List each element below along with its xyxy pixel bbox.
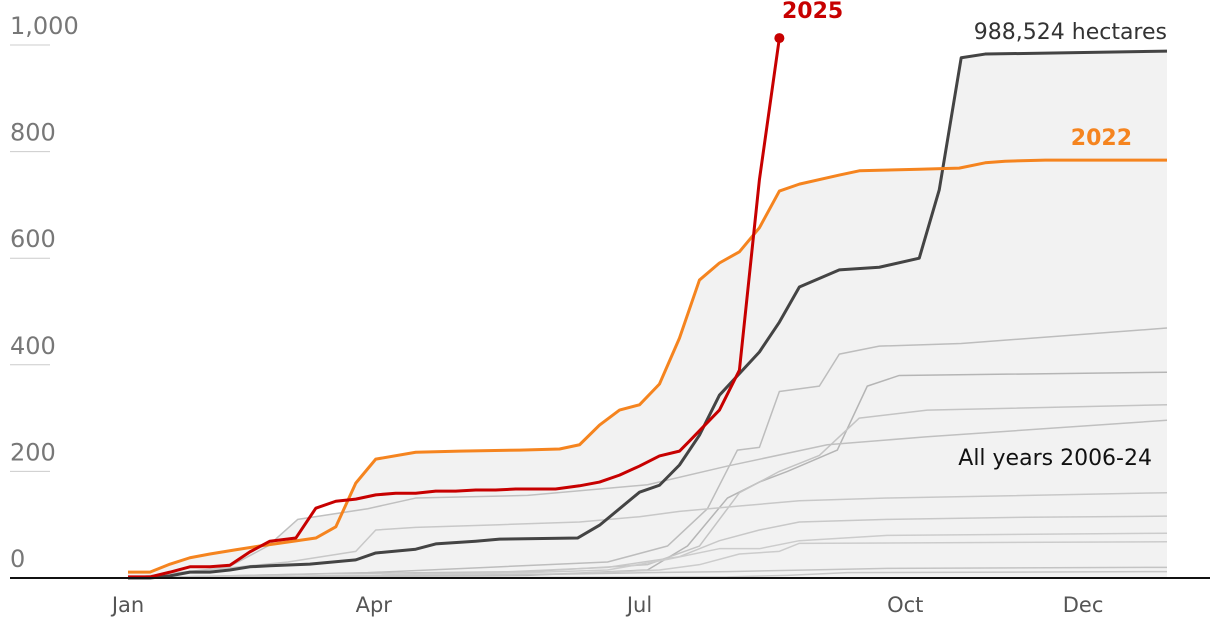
y-tick-label: 1,000 xyxy=(10,12,79,40)
series-line xyxy=(127,404,1168,579)
annotation-max: 988,524 hectares xyxy=(974,20,1167,45)
annotation-2022: 2022 xyxy=(1071,126,1132,151)
range-area xyxy=(128,51,1167,578)
background-layer xyxy=(128,51,1167,578)
x-tick-label: Jul xyxy=(625,593,652,617)
x-tick-label: Dec xyxy=(1063,593,1104,617)
series-line xyxy=(127,532,1168,579)
y-tick-label: 0 xyxy=(10,545,25,573)
annotation-2025: 2025 xyxy=(782,0,843,24)
annotation-range: All years 2006-24 xyxy=(958,446,1152,471)
y-tick-label: 800 xyxy=(10,119,56,147)
y-tick-label: 400 xyxy=(10,332,56,360)
series-line xyxy=(127,327,1168,579)
series-line xyxy=(127,491,1168,579)
x-tick-label: Apr xyxy=(356,593,393,617)
end-point xyxy=(774,33,785,44)
y-tick-label: 600 xyxy=(10,225,56,253)
series-line xyxy=(128,49,1168,580)
series-line xyxy=(127,419,1168,579)
series-line xyxy=(128,37,781,579)
x-tick-label: Oct xyxy=(887,593,923,617)
lines-layer xyxy=(127,33,1168,580)
x-tick-label: Jan xyxy=(110,593,144,617)
series-line xyxy=(127,566,1168,579)
y-tick-label: 200 xyxy=(10,438,56,466)
